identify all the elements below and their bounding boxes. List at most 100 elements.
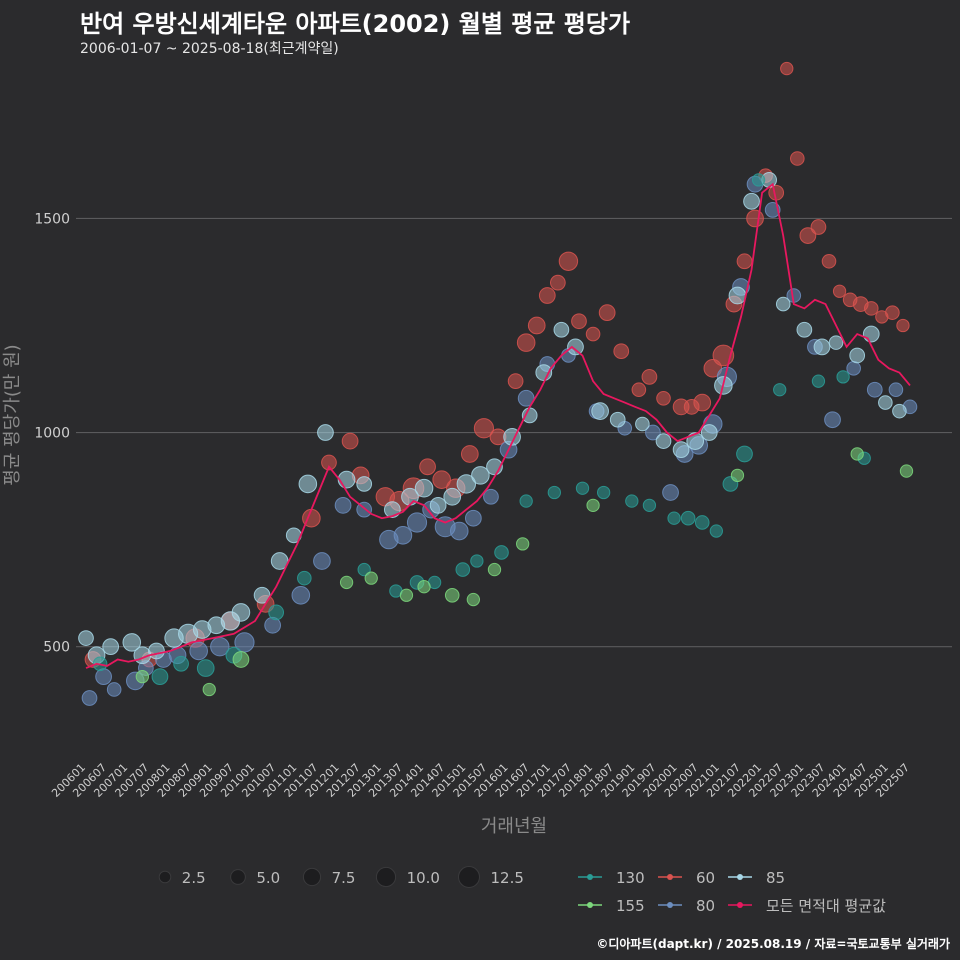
point-130 <box>357 562 371 577</box>
point-155 <box>899 464 914 478</box>
point-60 <box>810 219 827 235</box>
point-80 <box>95 668 112 686</box>
point-60 <box>538 287 556 304</box>
legend-label: 모든 면적대 평균값 <box>766 897 886 915</box>
point-80 <box>846 361 861 376</box>
point-130 <box>455 562 471 577</box>
source-credit: ©디아파트(dapt.kr) / 2025.08.19 / 자료=국토교통부 실… <box>596 937 950 951</box>
point-80 <box>334 496 352 514</box>
point-155 <box>232 651 250 668</box>
point-155 <box>202 682 216 697</box>
size-legend-label: 12.5 <box>490 869 523 887</box>
point-130 <box>694 515 710 530</box>
point-130 <box>268 604 285 621</box>
point-60 <box>693 393 712 412</box>
size-legend-label: 5.0 <box>256 869 280 887</box>
point-85 <box>317 424 334 441</box>
point-60 <box>432 470 451 489</box>
y-axis-label: 평균 평당가(만 원) <box>2 344 23 485</box>
point-60 <box>746 209 764 228</box>
point-60 <box>473 418 495 439</box>
point-80 <box>406 512 428 533</box>
point-130 <box>811 374 826 388</box>
y-tick-label: 1000 <box>34 426 70 442</box>
point-85 <box>878 395 893 410</box>
point-155 <box>850 447 864 461</box>
point-155 <box>515 537 530 551</box>
point-80 <box>449 521 469 541</box>
point-60 <box>885 305 900 320</box>
point-85 <box>78 630 94 646</box>
point-85 <box>414 478 434 498</box>
point-60 <box>821 253 837 269</box>
point-130 <box>151 668 169 686</box>
point-60 <box>896 318 910 333</box>
legend-swatch-dot <box>737 874 743 880</box>
point-80 <box>464 509 482 527</box>
point-130 <box>625 494 639 508</box>
legend-label: 130 <box>616 869 645 887</box>
point-60 <box>799 227 817 244</box>
point-85 <box>635 416 650 432</box>
point-85 <box>849 347 866 364</box>
point-85 <box>609 411 626 428</box>
y-tick-label: 1500 <box>34 211 70 227</box>
legend-label: 155 <box>616 897 645 915</box>
point-130 <box>519 494 533 508</box>
size-legend-label: 10.0 <box>407 869 440 887</box>
point-85 <box>813 338 831 356</box>
point-80 <box>662 484 679 501</box>
x-axis-label: 거래년월 <box>481 816 547 837</box>
size-legend-circle <box>375 866 397 888</box>
point-130 <box>773 383 787 397</box>
size-legend-circle <box>158 870 172 884</box>
point-130 <box>470 554 484 568</box>
point-85 <box>443 487 462 506</box>
size-legend-circle <box>230 869 246 885</box>
point-85 <box>672 441 690 459</box>
legend-swatch-dot <box>667 902 673 908</box>
legend-swatch-dot <box>587 874 593 880</box>
point-130 <box>173 655 189 672</box>
point-85 <box>429 496 447 514</box>
point-80 <box>313 552 331 570</box>
point-85 <box>471 466 490 485</box>
point-130 <box>297 570 312 586</box>
point-155 <box>730 468 745 483</box>
point-80 <box>393 526 413 545</box>
point-85 <box>686 432 705 450</box>
legend-swatch-dot <box>737 902 743 908</box>
point-60 <box>558 251 579 271</box>
point-80 <box>291 585 311 605</box>
point-60 <box>571 313 587 330</box>
legend-label: 85 <box>766 869 785 887</box>
point-85 <box>828 335 844 350</box>
point-85 <box>775 296 791 312</box>
point-80 <box>106 682 122 697</box>
point-155 <box>586 498 600 513</box>
point-80 <box>189 641 208 661</box>
point-155 <box>364 571 378 585</box>
point-60 <box>460 445 479 463</box>
point-60 <box>656 390 671 406</box>
point-85 <box>298 474 318 494</box>
size-legend-circle <box>302 867 322 887</box>
point-60 <box>613 343 630 360</box>
size-legend-label: 7.5 <box>332 869 356 887</box>
point-130 <box>196 659 215 677</box>
point-85 <box>862 325 880 343</box>
legend-swatch-dot <box>667 874 673 880</box>
point-130 <box>836 370 850 384</box>
point-85 <box>567 338 584 356</box>
point-85 <box>655 433 672 449</box>
y-tick-label: 500 <box>43 640 70 656</box>
size-legend: 2.5 5.0 7.5 10.0 12.5 <box>158 866 524 888</box>
point-60 <box>549 274 566 291</box>
point-155 <box>444 587 460 603</box>
point-60 <box>736 253 753 270</box>
scatter-points <box>78 61 918 706</box>
point-130 <box>751 173 766 187</box>
legend-label: 60 <box>696 869 715 887</box>
point-130 <box>596 485 611 500</box>
